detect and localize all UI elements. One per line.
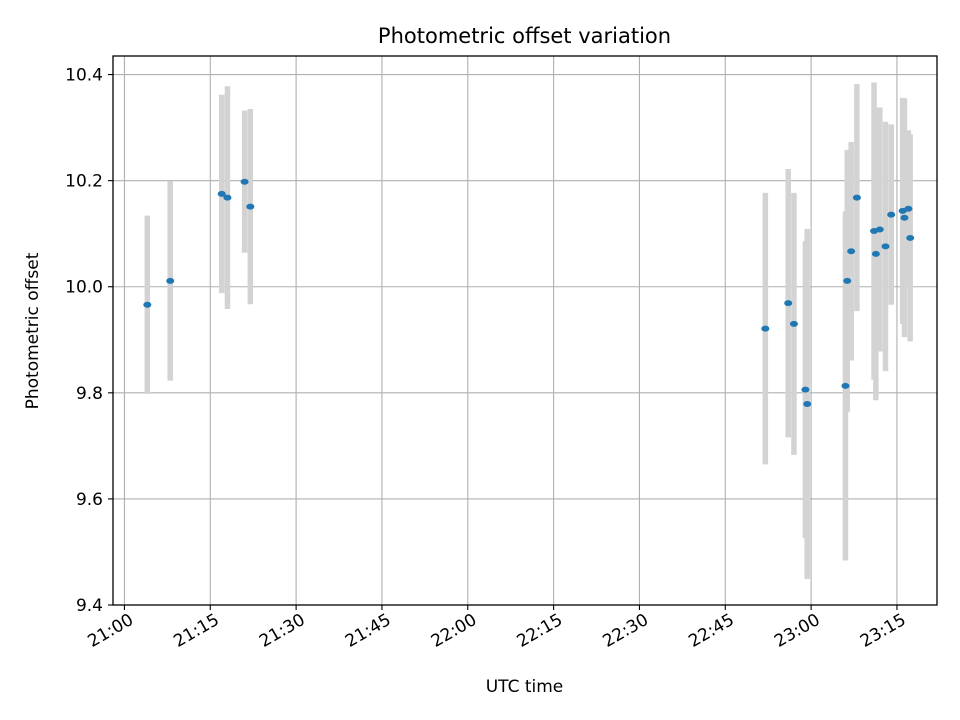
data-point [881,243,890,250]
y-tick-label: 10.4 [65,66,103,86]
y-tick-label: 10.0 [65,278,103,298]
data-point [166,277,175,284]
y-axis-ticks: 9.4 9.6 9.8 10.0 10.2 10.4 [65,66,113,616]
data-point [143,301,152,308]
y-tick-label: 10.2 [65,172,103,192]
data-point [906,234,915,241]
data-point [801,386,810,393]
data-point [875,226,884,233]
data-point [789,320,798,327]
data-point [887,211,896,218]
y-axis-title: Photometric offset [23,252,43,409]
data-point [843,277,852,284]
data-point [841,382,850,389]
data-point [240,178,249,185]
data-point [803,400,812,407]
plot-frame [112,55,938,606]
data-point [900,214,909,221]
data-point [217,190,226,197]
data-point [784,300,793,307]
chart-title: Photometric offset variation [378,24,671,48]
data-point [223,194,232,201]
data-point [761,325,770,332]
data-point [871,250,880,257]
data-point [904,205,913,212]
y-tick-label: 9.8 [76,384,103,404]
y-tick-label: 9.4 [76,596,103,616]
data-point [852,194,861,201]
x-axis-title: UTC time [486,677,564,697]
data-points [143,178,915,407]
data-point [847,248,856,255]
data-point [246,203,255,210]
y-tick-label: 9.6 [76,490,103,510]
